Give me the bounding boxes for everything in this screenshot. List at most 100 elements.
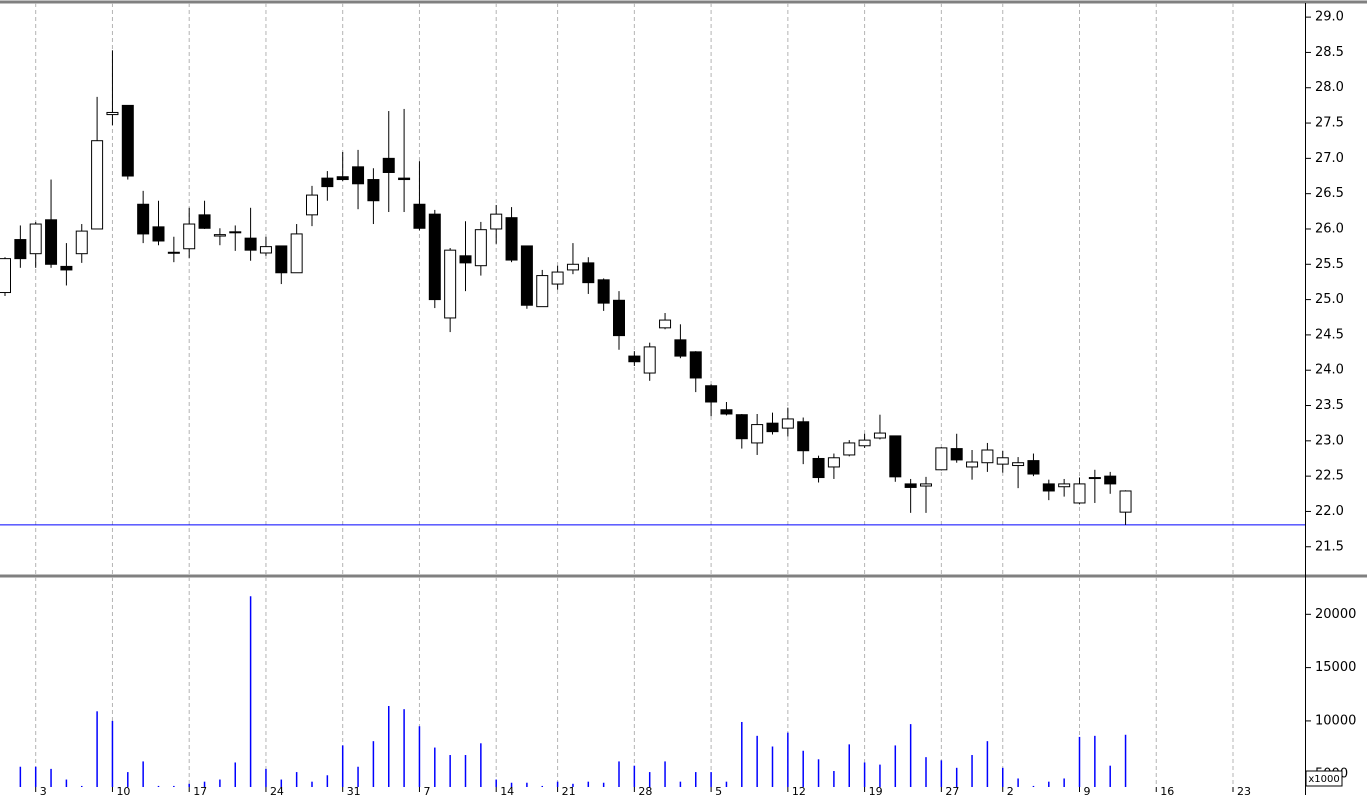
candle-body xyxy=(275,245,288,274)
x-tick-label: 14 xyxy=(500,785,514,795)
candle-body xyxy=(628,355,641,363)
candle-body xyxy=(781,418,794,429)
y-tick-label: 25.5 xyxy=(1315,257,1344,272)
x-tick-label: 16 xyxy=(1160,785,1174,795)
candle-body xyxy=(505,217,518,261)
y-tick-label: 23.5 xyxy=(1315,398,1344,413)
y-tick-label: 22.0 xyxy=(1315,504,1344,519)
candle-body xyxy=(321,177,334,188)
candle-body xyxy=(551,271,564,285)
x-tick-label: 21 xyxy=(562,785,576,795)
candle-body xyxy=(0,258,11,294)
candle-body xyxy=(1058,483,1071,488)
candle-body xyxy=(14,239,27,260)
y-tick-label: 20000 xyxy=(1315,607,1356,622)
candle-body xyxy=(213,234,226,237)
x-tick-label: 3 xyxy=(40,785,47,795)
candle-body xyxy=(106,111,119,116)
candle-body xyxy=(444,249,457,319)
candle-body xyxy=(766,422,779,433)
candle-body xyxy=(1042,483,1055,492)
x-tick-label: 10 xyxy=(116,785,130,795)
multiplier-label: x1000 xyxy=(1308,774,1339,785)
candle-body xyxy=(336,176,349,181)
y-tick-label: 15000 xyxy=(1315,660,1356,675)
candle-body xyxy=(904,483,917,488)
candle-body xyxy=(827,457,840,468)
candle-body xyxy=(75,230,88,255)
x-tick-label: 7 xyxy=(423,785,430,795)
x-tick-label: 2 xyxy=(1007,785,1014,795)
candle-body xyxy=(920,483,932,487)
y-tick-label: 27.0 xyxy=(1315,151,1344,166)
candle-body xyxy=(797,421,810,452)
candle-body xyxy=(858,439,871,447)
candle-body xyxy=(198,214,211,229)
candle-body xyxy=(889,435,902,478)
candle-body xyxy=(229,231,242,234)
x-tick-label: 19 xyxy=(869,785,883,795)
x-tick-label: 31 xyxy=(347,785,361,795)
y-tick-label: 25.0 xyxy=(1315,292,1344,307)
candle-body xyxy=(843,442,856,456)
candle-body xyxy=(306,194,318,216)
candle-body xyxy=(29,223,42,255)
candle-body xyxy=(873,432,886,439)
candle-body xyxy=(996,457,1009,465)
candle-body xyxy=(1073,483,1086,504)
candle-body xyxy=(121,104,134,177)
y-tick-label: 24.5 xyxy=(1315,327,1344,342)
candle-body xyxy=(137,203,150,235)
candle-body xyxy=(398,177,411,181)
candle-body xyxy=(536,275,549,308)
candle-body xyxy=(183,223,196,250)
candle-body xyxy=(659,319,672,329)
candle-body xyxy=(674,339,687,357)
candle-body xyxy=(566,263,579,271)
x-tick-label: 24 xyxy=(270,785,284,795)
x-tick-label: 9 xyxy=(1084,785,1091,795)
y-tick-label: 29.0 xyxy=(1315,10,1344,25)
candle-body xyxy=(1104,475,1117,485)
candle-body xyxy=(244,237,257,251)
x-tick-label: 27 xyxy=(945,785,959,795)
y-tick-label: 24.0 xyxy=(1315,363,1344,378)
candle-body xyxy=(490,213,503,230)
x-tick-label: 23 xyxy=(1237,785,1251,795)
candle-body xyxy=(60,265,73,271)
candle-body xyxy=(812,457,825,479)
candle-body xyxy=(935,447,948,471)
candle-body xyxy=(167,251,180,254)
candle-body xyxy=(689,351,702,379)
candle-body xyxy=(352,166,365,185)
y-tick-label: 27.5 xyxy=(1315,116,1344,131)
candle-body xyxy=(720,409,733,415)
y-tick-label: 10000 xyxy=(1315,713,1356,728)
candle-body xyxy=(981,449,994,464)
candle-body xyxy=(1027,460,1040,475)
candle-body xyxy=(459,255,472,264)
candle-body xyxy=(735,414,748,440)
candle-body xyxy=(1088,477,1101,480)
candle-body xyxy=(474,229,487,267)
candle-body xyxy=(613,299,625,337)
x-tick-label: 17 xyxy=(193,785,207,795)
y-tick-label: 22.5 xyxy=(1315,469,1344,484)
candle-body xyxy=(966,461,979,468)
candle-body xyxy=(582,262,595,284)
y-tick-label: 26.0 xyxy=(1315,221,1344,236)
candle-body xyxy=(259,246,272,254)
candle-body xyxy=(597,279,610,304)
candle-body xyxy=(91,140,104,230)
x-tick-label: 5 xyxy=(715,785,722,795)
candle-body xyxy=(382,157,395,173)
candle-body xyxy=(751,424,764,444)
y-tick-label: 28.5 xyxy=(1315,45,1344,60)
candle-body xyxy=(45,219,58,265)
candle-body xyxy=(643,346,656,374)
plot-layer: 3 10 17 24 31 7 14 21 28 5 12 19 27 2 9 16 23 21.5 22.0 22.… xyxy=(0,3,1356,795)
candle-body xyxy=(705,385,718,403)
x-tick-label: 12 xyxy=(792,785,806,795)
y-tick-label: 21.5 xyxy=(1315,539,1344,554)
